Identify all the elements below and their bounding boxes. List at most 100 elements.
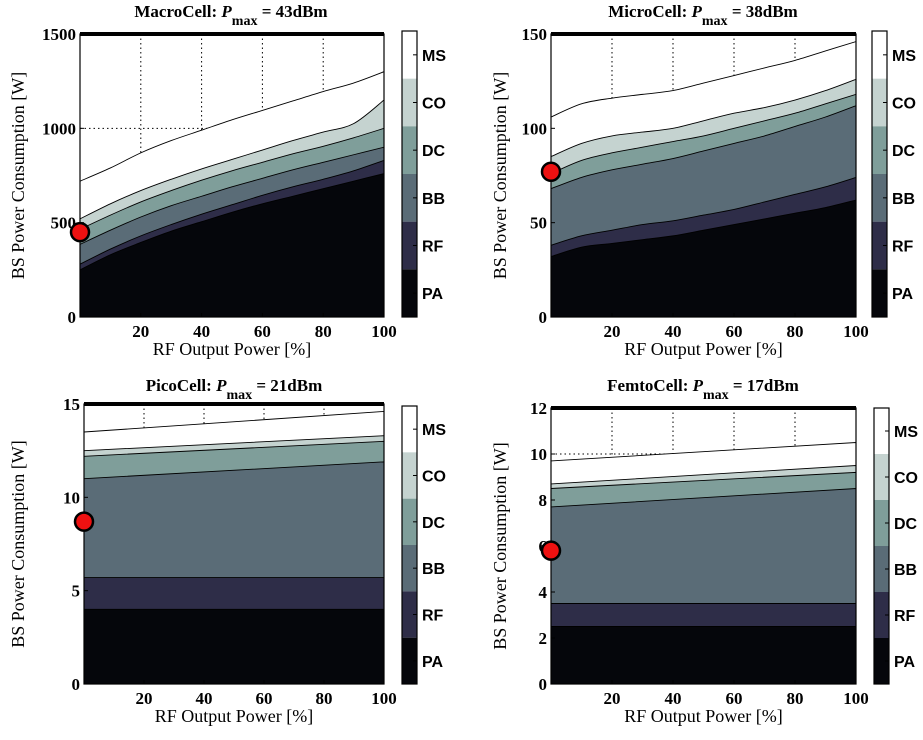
title-p-symbol: P [220,2,232,21]
colorbar-segment-bb [874,546,889,592]
area-pa [79,173,385,318]
x-tick-label: 80 [316,689,333,708]
title-p-symbol: P [215,376,227,395]
subplot-title: MicroCell: Pmax = 38dBm [608,2,797,29]
colorbar-segment-bb [402,545,417,592]
colorbar-segment-bb [872,174,887,222]
title-value: = 43dBm [257,2,327,21]
colorbar-label-bb: BB [892,191,915,208]
colorbar-label-ms: MS [422,422,446,439]
colorbar-segment-dc [874,500,889,546]
colorbar-label-dc: DC [892,143,916,160]
colorbar-segment-ms [402,406,417,453]
colorbar-segment-dc [402,126,417,174]
colorbar-segment-dc [402,498,417,545]
y-tick-label: 0 [539,308,548,327]
y-axis-label: BS Power Consumption [W] [490,442,510,650]
y-tick-label: 1500 [42,25,76,44]
y-tick-label: 5 [72,582,81,601]
title-cell-name: FemtoCell: [607,376,692,395]
x-tick-label: 100 [371,322,397,341]
title-cell-name: MacroCell: [134,2,221,21]
colorbar-segment-ms [872,31,887,79]
x-tick-label: 60 [256,689,273,708]
title-subscript: max [702,14,728,29]
colorbar-label-bb: BB [422,191,445,208]
colorbar: MS CO DC BB RF PA [401,405,446,685]
x-tick-label: 60 [726,689,743,708]
title-p-symbol: P [692,376,704,395]
idle-power-marker [540,540,562,561]
colorbar-label-ms: MS [892,48,916,65]
colorbar-segment-pa [872,269,887,317]
title-value: = 38dBm [728,2,798,21]
y-tick-label: 10 [63,488,80,507]
x-tick-label: 40 [665,322,682,341]
colorbar-label-rf: RF [892,239,914,256]
colorbar: MS CO DC BB RF PA [873,407,918,685]
colorbar: MS CO DC BB RF PA [871,30,916,318]
colorbar-frame [873,407,890,685]
title-value: = 17dBm [729,376,799,395]
area-pa [550,626,857,685]
colorbar-label-ms: MS [422,48,446,65]
subplot-title: MacroCell: Pmax = 43dBm [134,2,327,29]
subplot-3: 20 40 60 80 100 0 5 10 15 RF Output Power [%] BS P… [8,376,446,726]
y-tick-label: 50 [530,214,547,233]
subplot-title: FemtoCell: Pmax = 17dBm [607,376,799,403]
colorbar-segment-rf [402,221,417,270]
idle-power-marker [69,221,91,243]
x-tick-label: 20 [604,689,621,708]
idle-power-marker [540,161,562,182]
subplot-2: 20 40 60 80 100 0 50 100 150 RF Output Power [%] B… [490,2,916,359]
colorbar-label-dc: DC [422,143,446,160]
colorbar-frame [401,405,418,685]
title-p-symbol: P [691,2,703,21]
area-pa [83,608,385,685]
x-tick-label: 80 [787,322,804,341]
y-tick-label: 12 [530,399,547,418]
colorbar-frame [871,30,888,318]
colorbar-segment-ms [874,408,889,454]
y-tick-label: 100 [522,119,548,138]
x-tick-label: 60 [726,322,743,341]
x-tick-label: 20 [132,322,149,341]
title-subscript: max [226,388,252,403]
colorbar-segment-rf [874,592,889,638]
colorbar-label-rf: RF [894,608,916,625]
colorbar-label-pa: PA [892,286,913,303]
y-tick-label: 0 [72,675,81,694]
colorbar-label-rf: RF [422,239,444,256]
x-axis-label: RF Output Power [%] [155,706,314,726]
colorbar-label-dc: DC [894,516,918,533]
y-tick-label: 0 [539,675,548,694]
y-tick-label: 8 [539,491,548,510]
x-tick-label: 40 [665,689,682,708]
colorbar-label-co: CO [422,96,446,113]
y-axis-label: BS Power Consumption [W] [490,72,510,280]
title-subscript: max [703,388,729,403]
y-tick-label: 15 [63,395,80,414]
colorbar-frame [401,30,418,318]
area-pa [550,199,857,318]
y-axis-label: BS Power Consumption [W] [8,440,28,648]
colorbar-segment-ms [402,31,417,79]
y-tick-label: 2 [539,629,548,648]
y-tick-label: 500 [51,214,77,233]
colorbar-label-bb: BB [422,561,445,578]
y-tick-label: 0 [68,308,77,327]
x-tick-label: 100 [843,322,869,341]
colorbar-segment-pa [402,637,417,684]
colorbar-segment-rf [872,221,887,270]
colorbar-segment-bb [402,174,417,222]
title-value: = 21dBm [252,376,322,395]
colorbar-label-co: CO [422,469,446,486]
x-tick-label: 100 [371,689,397,708]
colorbar: MS CO DC BB RF PA [401,30,446,318]
colorbar-segment-co [872,78,887,127]
x-tick-label: 20 [604,322,621,341]
colorbar-label-pa: PA [894,654,915,671]
y-tick-label: 1000 [42,119,76,138]
